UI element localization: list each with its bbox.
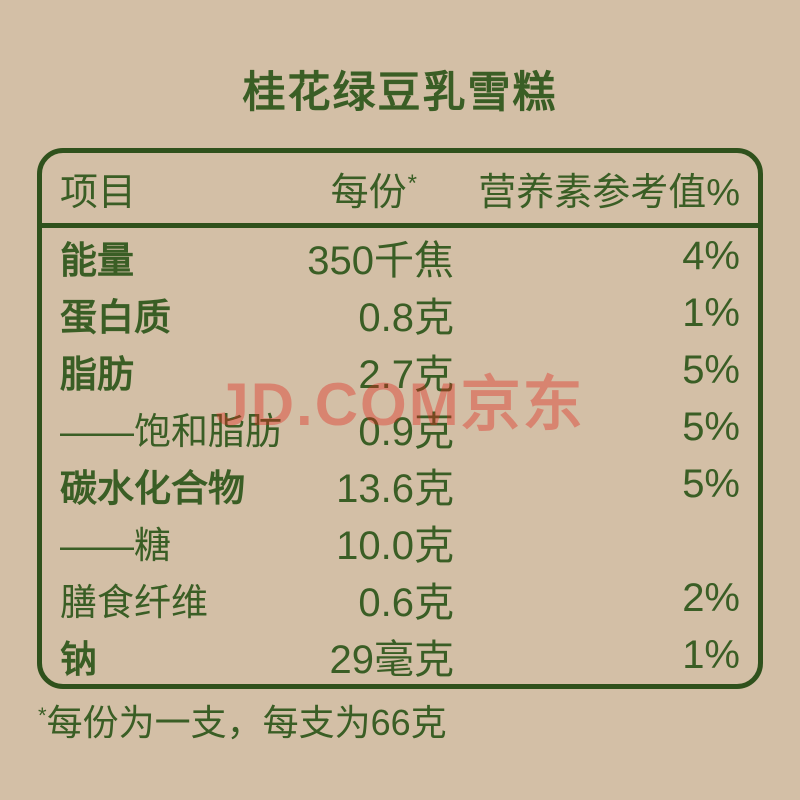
footnote-asterisk: * xyxy=(38,703,47,728)
product-title: 桂花绿豆乳雪糕 xyxy=(242,69,558,117)
nutrient-label: 膳食纤维 xyxy=(60,581,208,623)
table-row-dietary-fiber: 膳食纤维 0.6克 2% xyxy=(42,570,758,627)
header-per-serving-column: 每份* xyxy=(136,161,454,216)
nutrient-label: 能量 xyxy=(60,239,134,281)
table-row-energy: 能量 350千焦 4% xyxy=(42,228,758,285)
serving-footnote: *每份为一支，每支为66克 xyxy=(38,701,800,744)
nutrient-nrv: 5% xyxy=(682,462,740,506)
nutrient-value: 13.6克 xyxy=(336,466,454,511)
footnote-text: 每份为一支，每支为66克 xyxy=(46,702,447,743)
asterisk-superscript: * xyxy=(407,169,417,197)
nutrition-panel: 项目 每份* 营养素参考值% 能量 350千焦 4% 蛋白质 0.8克 1% 脂… xyxy=(37,148,763,689)
nutrient-label: 碳水化合物 xyxy=(60,467,245,509)
header-separator xyxy=(42,223,758,228)
nutrient-value: 10.0克 xyxy=(336,523,454,568)
nutrient-nrv: 1% xyxy=(682,633,740,677)
nutrient-value: 2.7克 xyxy=(358,352,454,397)
nutrient-label: 钠 xyxy=(60,638,97,680)
nutrition-table-header: 项目 每份* 营养素参考值% xyxy=(42,153,758,223)
nutrient-nrv: 5% xyxy=(682,405,740,449)
nutrient-value: 0.6克 xyxy=(358,580,454,625)
nutrient-value: 0.9克 xyxy=(358,409,454,454)
nutrient-nrv: 5% xyxy=(682,348,740,392)
nutrient-label: 脂肪 xyxy=(60,353,134,395)
header-nrv-column: 营养素参考值% xyxy=(478,171,740,214)
table-row-protein: 蛋白质 0.8克 1% xyxy=(42,285,758,342)
table-row-saturated-fat: ——饱和脂肪 0.9克 5% xyxy=(42,399,758,456)
nutrient-value: 29毫克 xyxy=(329,637,455,682)
table-row-fat: 脂肪 2.7克 5% xyxy=(42,342,758,399)
nutrient-nrv: 4% xyxy=(682,234,740,278)
table-row-sugar: ——糖 10.0克 xyxy=(42,513,758,570)
nutrient-value: 350千焦 xyxy=(307,238,454,283)
nutrient-label: ——饱和脂肪 xyxy=(60,410,282,452)
nutrient-value: 0.8克 xyxy=(358,295,454,340)
table-row-carbohydrate: 碳水化合物 13.6克 5% xyxy=(42,456,758,513)
header-item-column: 项目 xyxy=(60,171,137,214)
nutrient-nrv: 2% xyxy=(682,576,740,620)
table-row-sodium: 钠 29毫克 1% xyxy=(42,627,758,684)
per-serving-label: 每份 xyxy=(330,171,407,214)
nutrient-label: 蛋白质 xyxy=(60,296,171,338)
nutrient-label: ——糖 xyxy=(60,524,171,566)
nutrient-nrv: 1% xyxy=(682,291,740,335)
